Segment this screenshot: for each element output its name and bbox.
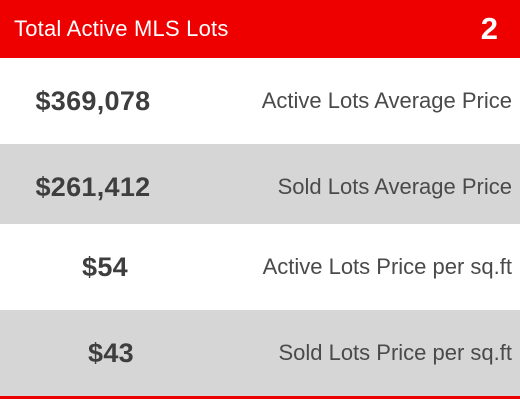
stat-value: $261,412 [35,171,151,202]
stat-label: Active Lots Price per sq.ft [262,254,512,279]
stat-row-active-average-price: $369,078 Active Lots Average Price [0,58,520,144]
bottom-accent-line [0,396,520,399]
header-title: Total Active MLS Lots [14,16,229,41]
stat-value: $54 [82,251,128,282]
stat-value: $369,078 [35,85,151,116]
stat-row-active-price-per-sqft: $54 Active Lots Price per sq.ft [0,224,520,310]
stat-label: Sold Lots Average Price [277,174,512,199]
stat-label: Sold Lots Price per sq.ft [278,340,512,365]
stat-row-sold-average-price: $261,412 Sold Lots Average Price [0,144,520,230]
stat-row-sold-price-per-sqft: $43 Sold Lots Price per sq.ft [0,310,520,396]
active-lots-count: 2 [480,11,498,46]
stat-value: $43 [88,337,134,368]
stat-label: Active Lots Average Price [261,88,512,113]
panel-header: Total Active MLS Lots 2 [0,0,520,58]
